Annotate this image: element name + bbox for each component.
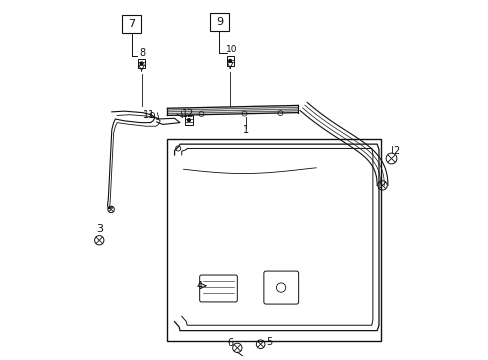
Text: 8: 8 [139, 48, 145, 58]
Bar [167, 139, 380, 341]
Text: 4: 4 [196, 281, 203, 291]
Circle shape [140, 62, 142, 65]
Text: 11: 11 [143, 111, 155, 121]
FancyBboxPatch shape [264, 271, 298, 304]
Bar [226, 56, 233, 66]
Text: 10: 10 [226, 45, 237, 54]
Text: 2: 2 [392, 146, 399, 156]
Text: 7: 7 [128, 19, 135, 29]
Bar [122, 15, 141, 33]
Circle shape [187, 119, 190, 122]
Bar [138, 59, 145, 68]
Text: 12: 12 [182, 109, 194, 119]
Bar [185, 116, 192, 125]
Polygon shape [167, 105, 298, 116]
Text: 9: 9 [215, 17, 223, 27]
Text: 1: 1 [243, 125, 249, 135]
Text: 5: 5 [265, 337, 271, 347]
Bar [209, 13, 229, 31]
Circle shape [228, 59, 231, 62]
FancyBboxPatch shape [199, 275, 237, 302]
Text: 3: 3 [96, 225, 102, 234]
Text: 6: 6 [226, 338, 233, 348]
